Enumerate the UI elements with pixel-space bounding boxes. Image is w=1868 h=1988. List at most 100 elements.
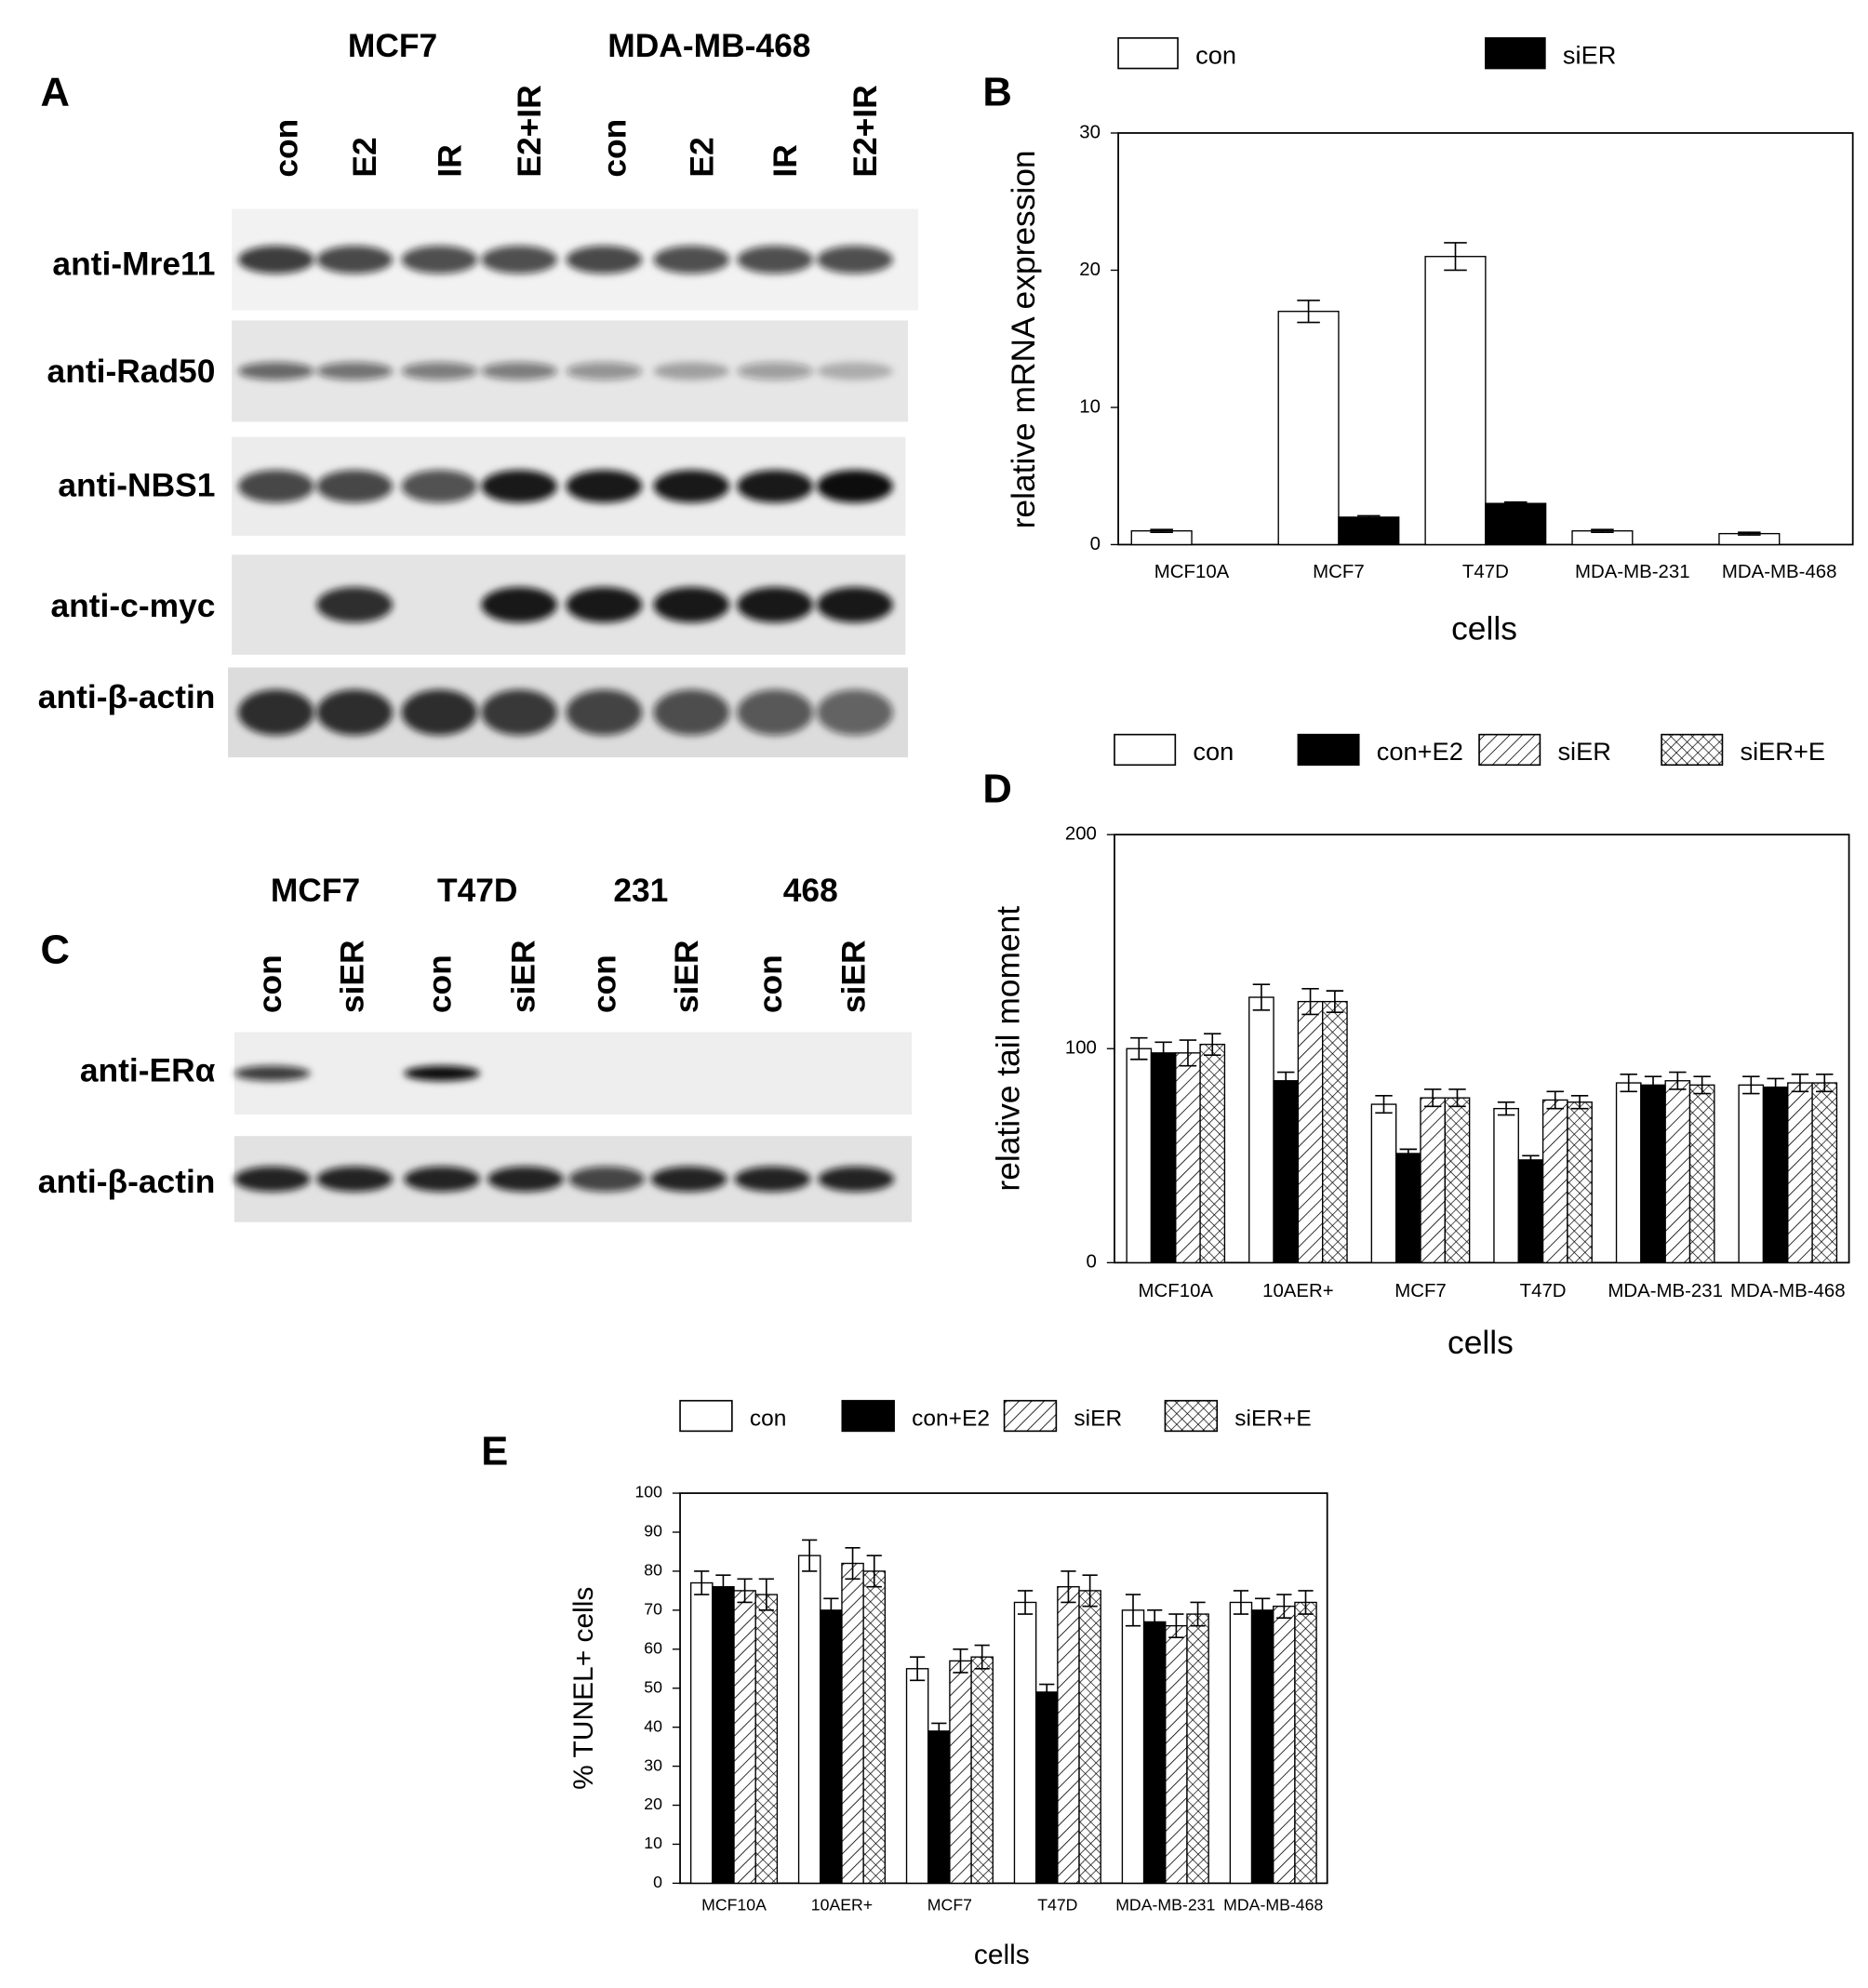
- error-bar: [1061, 1570, 1076, 1604]
- y-tick-label: 60: [644, 1638, 662, 1657]
- row-label: anti-NBS1: [58, 468, 215, 504]
- error-bar: [1444, 242, 1467, 272]
- blot-band: [487, 1166, 564, 1193]
- bar: [1664, 1080, 1691, 1263]
- bar: [1229, 1601, 1253, 1885]
- y-tick-label: 40: [644, 1716, 662, 1735]
- legend-label: siER: [1557, 737, 1610, 766]
- error-bar: [1252, 983, 1271, 1011]
- error-bar: [1082, 1574, 1098, 1608]
- x-tick-label: MCF10A: [1139, 1281, 1214, 1301]
- blot-band: [653, 689, 730, 736]
- bar: [905, 1668, 929, 1885]
- bar: [1541, 1099, 1568, 1263]
- bar: [1186, 1613, 1209, 1885]
- legend-label: siER+E: [1234, 1407, 1311, 1432]
- lane-label: siER: [335, 940, 371, 1013]
- error-bar: [1591, 528, 1614, 533]
- bar: [1493, 1107, 1519, 1263]
- error-bar: [1791, 1074, 1809, 1093]
- bar: [1811, 1082, 1838, 1263]
- bar: [1034, 1691, 1059, 1885]
- blot-band: [653, 246, 730, 274]
- bar: [1057, 1586, 1080, 1885]
- blot-band: [316, 689, 394, 736]
- blot-band: [481, 362, 557, 380]
- bar: [1394, 1153, 1421, 1263]
- error-bar: [1298, 1590, 1314, 1615]
- error-bar: [737, 1578, 753, 1604]
- y-axis-label: relative mRNA expression: [1006, 150, 1042, 528]
- bar: [1762, 1086, 1789, 1263]
- y-tick-label: 80: [644, 1561, 662, 1580]
- x-tick-label: MCF10A: [701, 1896, 767, 1915]
- bar: [1273, 1605, 1296, 1885]
- blot-band: [316, 362, 394, 380]
- error-bar: [1767, 1077, 1784, 1097]
- blot-band: [316, 1166, 394, 1193]
- error-bar: [931, 1722, 947, 1741]
- error-bar: [1375, 1095, 1393, 1114]
- blot-band: [237, 470, 314, 503]
- lane-label: E2: [347, 137, 383, 177]
- y-tick-label: 10: [1079, 396, 1101, 417]
- group-label: MCF7: [271, 873, 360, 909]
- bar: [1150, 1052, 1177, 1263]
- blot-band: [653, 587, 730, 623]
- blot-band: [817, 246, 893, 274]
- y-tick-label: 200: [1065, 824, 1097, 845]
- error-bar: [694, 1570, 710, 1595]
- error-bar: [1233, 1590, 1249, 1615]
- bar: [927, 1730, 951, 1885]
- bar: [1013, 1601, 1037, 1885]
- error-bar: [1742, 1075, 1760, 1095]
- error-bar: [1039, 1683, 1055, 1701]
- blot-band: [234, 1065, 311, 1081]
- blot-band: [237, 362, 314, 380]
- lane-label: IR: [767, 144, 804, 177]
- blot-band: [401, 689, 478, 736]
- blot-band: [566, 587, 643, 623]
- panel-letter: C: [41, 927, 70, 972]
- blot-band: [316, 470, 394, 503]
- blot-band: [566, 689, 643, 736]
- panel-letter: D: [982, 767, 1011, 811]
- blot-band: [566, 246, 643, 274]
- lane-label: con: [269, 119, 305, 178]
- x-tick-label: MCF7: [1394, 1281, 1447, 1301]
- y-tick-label: 0: [653, 1873, 662, 1891]
- y-tick-label: 30: [644, 1755, 662, 1774]
- x-tick-label: MDA-MB-468: [1722, 562, 1837, 582]
- x-tick-label: MCF7: [927, 1896, 972, 1915]
- error-bar: [974, 1644, 990, 1670]
- error-bar: [1168, 1613, 1184, 1639]
- error-bar: [1693, 1075, 1711, 1095]
- blot-band: [404, 1065, 480, 1081]
- x-tick-label: MDA-MB-231: [1115, 1896, 1215, 1915]
- blot-band: [401, 470, 478, 503]
- blot-band: [566, 470, 643, 503]
- blot-band: [817, 689, 893, 736]
- blot-band: [566, 362, 643, 380]
- bar: [1420, 1097, 1446, 1263]
- row-label: anti-Mre11: [52, 246, 215, 282]
- blot-band: [653, 470, 730, 503]
- error-bar: [1503, 500, 1528, 506]
- legend-label: siER: [1074, 1407, 1122, 1432]
- blot-band: [316, 246, 394, 274]
- bar: [733, 1590, 756, 1885]
- bar: [1175, 1052, 1201, 1263]
- blot-band: [653, 362, 730, 380]
- error-bar: [1277, 1071, 1295, 1090]
- x-tick-label: 10AER+: [1262, 1281, 1334, 1301]
- row-label: anti-β-actin: [38, 679, 216, 715]
- error-bar: [953, 1648, 968, 1674]
- lane-label: E2+IR: [512, 85, 548, 177]
- bar: [1199, 1043, 1226, 1263]
- legend-swatch: [1164, 1399, 1219, 1433]
- error-bar: [1644, 1075, 1662, 1095]
- bar: [1424, 256, 1487, 546]
- group-label: 231: [613, 873, 668, 909]
- bar: [1338, 516, 1400, 546]
- bar: [841, 1562, 864, 1885]
